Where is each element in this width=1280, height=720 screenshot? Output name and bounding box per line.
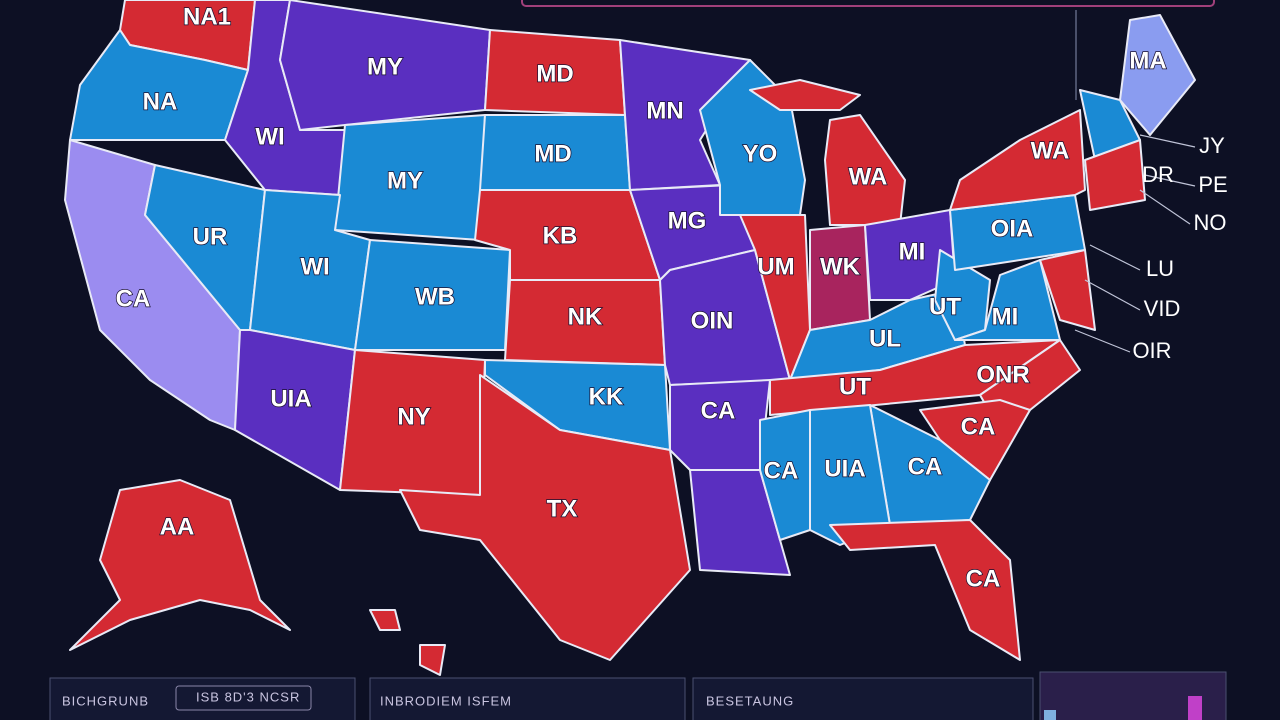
state — [369, 609, 401, 631]
state-label: UT — [839, 373, 871, 400]
state-label: WI — [255, 123, 284, 150]
state — [234, 329, 356, 491]
state-label: CA — [764, 457, 799, 484]
state — [759, 409, 811, 541]
state-label: UM — [757, 253, 794, 280]
callout-line — [1089, 244, 1141, 271]
state-label: UL — [869, 325, 901, 352]
state-label: CA — [701, 397, 736, 424]
state-label: WB — [415, 283, 455, 310]
state-label: UR — [193, 223, 228, 250]
callout-label: JY — [1199, 133, 1225, 158]
state-label: OIA — [991, 215, 1034, 242]
state-label: TX — [547, 495, 578, 522]
state — [69, 479, 291, 651]
state-label: NK — [568, 303, 603, 330]
panel-title: INBRODIEM ISFEM — [380, 693, 512, 708]
callout-label: PE — [1198, 172, 1227, 197]
state-label: CA — [908, 453, 943, 480]
state-label: WI — [300, 253, 329, 280]
state-label: NA — [143, 88, 178, 115]
callout-label: LU — [1146, 256, 1174, 281]
callout-line — [1084, 279, 1141, 311]
state-label: UIA — [824, 455, 865, 482]
state-label: YO — [743, 140, 778, 167]
state — [919, 399, 1031, 481]
state-label: AA — [160, 513, 195, 540]
state — [829, 519, 1021, 661]
labels: NA1 MY MD MN NA WI MD YO MY WA WA MA UR WI KB MG UM WK MI O… — [115, 3, 1228, 594]
state — [864, 209, 956, 301]
state-label: ONR — [976, 361, 1029, 388]
state — [669, 379, 771, 471]
panel-bar — [1044, 710, 1056, 720]
state-label: CA — [116, 285, 151, 312]
state-label: CA — [966, 565, 1001, 592]
state — [1084, 139, 1146, 211]
state-label: MY — [367, 53, 403, 80]
state-label: OIN — [691, 307, 734, 334]
state-label: KB — [543, 222, 578, 249]
panel-title: BICHGRUNB — [62, 693, 149, 708]
callout-line — [1139, 134, 1196, 148]
state — [1119, 14, 1196, 136]
panel-field-text: ISB 8D'3 NCSR — [196, 689, 300, 704]
callout-label: OIR — [1132, 338, 1171, 363]
state-label: MA — [1129, 47, 1166, 74]
state — [399, 374, 691, 661]
state-label: MI — [992, 303, 1019, 330]
panel-bar — [1188, 696, 1202, 720]
state — [689, 469, 791, 576]
state-label: MI — [899, 238, 926, 265]
callout-label: NO — [1194, 210, 1227, 235]
callout-label: DR — [1142, 162, 1174, 187]
state-label: MD — [536, 60, 573, 87]
state-label: WA — [849, 163, 888, 190]
state-label: UT — [929, 293, 961, 320]
state-label: MY — [387, 167, 423, 194]
state — [749, 79, 861, 111]
state-label: CA — [961, 413, 996, 440]
state-label: MD — [534, 140, 571, 167]
bottom-panels: BICHGRUNB ISB 8D'3 NCSR INBRODIEM ISFEM … — [49, 671, 1227, 720]
callout-line — [1144, 174, 1196, 187]
state-label: WK — [820, 253, 861, 280]
panel — [369, 677, 686, 720]
state-label: MN — [646, 97, 683, 124]
state — [1039, 249, 1096, 331]
panel — [49, 677, 356, 720]
state-label: KK — [589, 383, 624, 410]
state-label: NA1 — [183, 3, 231, 30]
state-label: MG — [668, 207, 707, 234]
state — [949, 109, 1086, 211]
state-label: NY — [397, 403, 430, 430]
top-panel — [521, 0, 1215, 7]
panel-field — [175, 685, 312, 711]
state — [419, 644, 446, 676]
callout-lines — [1074, 134, 1196, 353]
callout-label: VID — [1144, 296, 1181, 321]
state-label: WA — [1031, 137, 1070, 164]
callout-line — [1074, 329, 1131, 353]
state-label: UIA — [270, 385, 311, 412]
panel — [692, 677, 1034, 720]
states — [64, 0, 1196, 676]
callout-line — [1139, 189, 1191, 225]
panel-title: BESETAUNG — [706, 693, 794, 708]
state — [954, 259, 1061, 341]
